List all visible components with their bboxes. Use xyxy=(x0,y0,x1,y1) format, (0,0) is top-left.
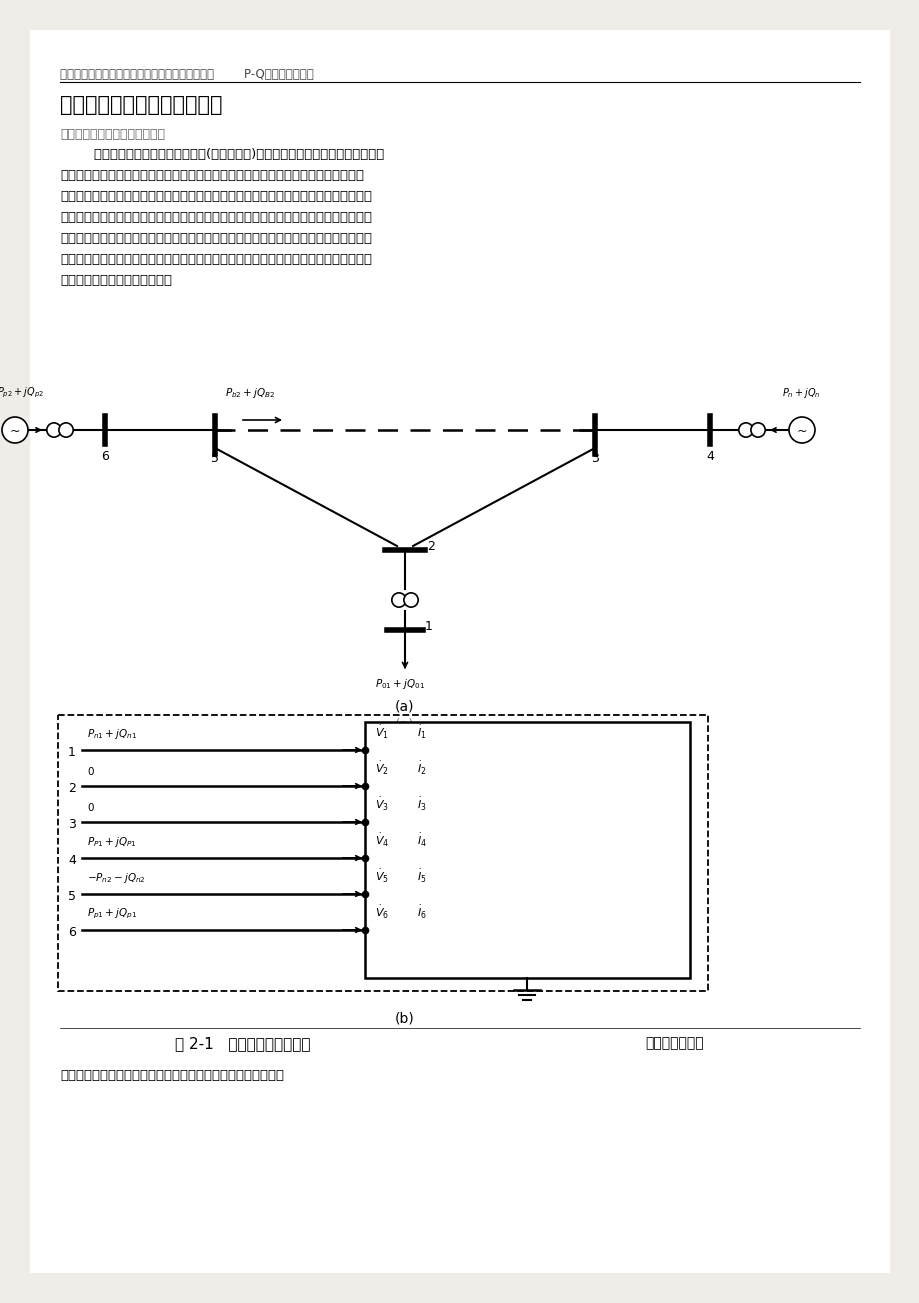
Text: (可用导纳矩阵或
阻抗矩阵来描述): (可用导纳矩阵或 阻抗矩阵来描述) xyxy=(500,846,554,874)
Text: 1: 1 xyxy=(425,619,433,632)
Text: 电机和负荷都作为非线性元件来处理，不能包括在线性网络部。: 电机和负荷都作为非线性元件来处理，不能包括在线性网络部。 xyxy=(60,1068,284,1081)
Text: 3: 3 xyxy=(590,452,598,465)
Text: 线性网络: 线性网络 xyxy=(509,822,545,838)
Text: ~: ~ xyxy=(10,425,20,438)
Text: 6: 6 xyxy=(101,450,108,463)
Text: 母线等。原则上讲，静态安全分析也可以用潮流计算来代替。但是一般静态安全分析需要: 母线等。原则上讲，静态安全分析也可以用潮流计算来代替。但是一般静态安全分析需要 xyxy=(60,211,371,224)
Text: 校验的状态数非常多，用严格的潮流计算来分析这些状态往往计算量过大，因此不得不寻: 校验的状态数非常多，用严格的潮流计算来分析这些状态往往计算量过大，因此不得不寻 xyxy=(60,232,371,245)
Text: $\dot{I}_6$: $\dot{I}_6$ xyxy=(416,904,426,921)
Text: 现代电力系统分析方法的发展：: 现代电力系统分析方法的发展： xyxy=(60,128,165,141)
Text: 1: 1 xyxy=(68,747,75,760)
Circle shape xyxy=(789,417,814,443)
Text: 电力系统潮流计算的数学模型、牛顿法潮流计算，        P-Q分解法潮流计算: 电力系统潮流计算的数学模型、牛顿法潮流计算， P-Q分解法潮流计算 xyxy=(60,68,313,81)
Circle shape xyxy=(59,423,74,437)
Text: $\dot{V}_2$: $\dot{V}_2$ xyxy=(375,760,389,777)
Circle shape xyxy=(403,593,418,607)
Text: $P_{p1}+jQ_{p1}$: $P_{p1}+jQ_{p1}$ xyxy=(87,907,137,921)
Text: 求一些特殊的算法以满足要求。本章的前半部分介绍潮流计算的模型和算法，后半部分讨: 求一些特殊的算法以满足要求。本章的前半部分介绍潮流计算的模型和算法，后半部分讨 xyxy=(60,253,371,266)
Text: 2: 2 xyxy=(68,783,75,796)
FancyBboxPatch shape xyxy=(30,30,889,1273)
Text: $\dot{I}_4$: $\dot{I}_4$ xyxy=(416,831,426,850)
Text: $\dot{I}_5$: $\dot{I}_5$ xyxy=(416,868,426,885)
Text: $P_{n}+jQ_{n}$: $P_{n}+jQ_{n}$ xyxy=(781,386,820,400)
Text: $-P_{n2}-jQ_{n2}$: $-P_{n2}-jQ_{n2}$ xyxy=(87,870,145,885)
Text: $\dot{I}_1$: $\dot{I}_1$ xyxy=(416,724,426,741)
Text: 论与静态安全分析有关的问题。: 论与静态安全分析有关的问题。 xyxy=(60,274,172,287)
Text: $\dot{V}_3$: $\dot{V}_3$ xyxy=(375,796,389,813)
Text: 3: 3 xyxy=(68,818,75,831)
Text: $\dot{I}_2$: $\dot{I}_2$ xyxy=(416,760,426,777)
Text: 图 2-1   简单电力系统接线图: 图 2-1 简单电力系统接线图 xyxy=(175,1036,311,1052)
Text: $P_{P1}+jQ_{P1}$: $P_{P1}+jQ_{P1}$ xyxy=(87,835,137,850)
Text: $\dot{V}_5$: $\dot{V}_5$ xyxy=(375,868,389,885)
Text: 4: 4 xyxy=(68,855,75,868)
Text: $P_{n1}+jQ_{n1}$: $P_{n1}+jQ_{n1}$ xyxy=(87,727,137,741)
Text: $P_{01}+jQ_{01}$: $P_{01}+jQ_{01}$ xyxy=(375,678,425,691)
Text: (a): (a) xyxy=(395,718,414,732)
Text: $\dot{I}_3$: $\dot{I}_3$ xyxy=(416,796,426,813)
Circle shape xyxy=(391,593,405,607)
Text: $0$: $0$ xyxy=(87,801,95,813)
Text: $P_{b2}+jQ_{B2}$: $P_{b2}+jQ_{B2}$ xyxy=(225,386,275,400)
Text: $\dot{V}_6$: $\dot{V}_6$ xyxy=(375,904,389,921)
Text: 系统各正常运行方式，而静态安全分析则要研究各种运行方式下个别系统元件退出运行: 系统各正常运行方式，而静态安全分析则要研究各种运行方式下个别系统元件退出运行 xyxy=(60,169,364,182)
Circle shape xyxy=(47,423,61,437)
Text: 电力系统稳态分析包括潮流计算(或潮流分析)和静态安全分析。潮流计算针对电力: 电力系统稳态分析包括潮流计算(或潮流分析)和静态安全分析。潮流计算针对电力 xyxy=(60,149,384,162)
Text: $\dot{V}_1$: $\dot{V}_1$ xyxy=(375,724,389,741)
Text: $\dot{V}_4$: $\dot{V}_4$ xyxy=(375,831,389,850)
Text: 2: 2 xyxy=(426,539,435,552)
Text: 5: 5 xyxy=(210,452,219,465)
Text: 后系统的状况。其目的是校验系统是否能安全运行，即是否有过负荷的元件或电压过低的: 后系统的状况。其目的是校验系统是否能安全运行，即是否有过负荷的元件或电压过低的 xyxy=(60,190,371,203)
Text: (b): (b) xyxy=(394,1011,414,1025)
Text: $0$: $0$ xyxy=(87,765,95,777)
FancyBboxPatch shape xyxy=(365,722,689,979)
Text: (a): (a) xyxy=(395,700,414,714)
Circle shape xyxy=(738,423,753,437)
Text: ~: ~ xyxy=(796,425,806,438)
Text: 6: 6 xyxy=(68,926,75,939)
Text: 电力系统潮流计算的数学模型: 电力系统潮流计算的数学模型 xyxy=(60,95,222,115)
Circle shape xyxy=(2,417,28,443)
Text: 在潮流计算中发: 在潮流计算中发 xyxy=(644,1036,703,1050)
Text: $P_{p2}+jQ_{p2}$: $P_{p2}+jQ_{p2}$ xyxy=(0,386,44,400)
Text: 4: 4 xyxy=(705,450,713,463)
Text: 5: 5 xyxy=(68,890,76,903)
Circle shape xyxy=(750,423,765,437)
